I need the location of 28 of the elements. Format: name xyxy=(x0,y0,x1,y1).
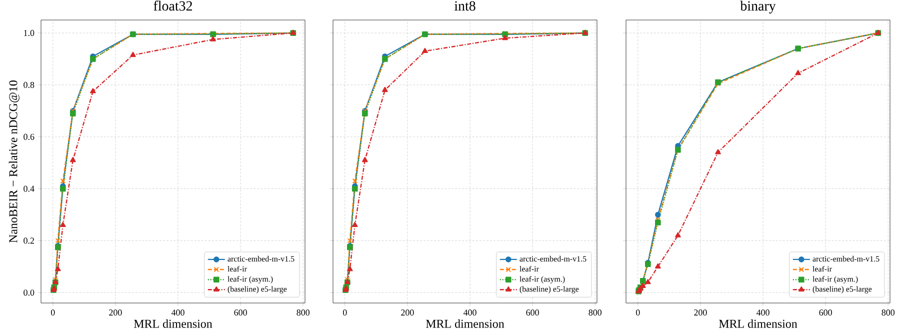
y-tick-label: 0.4 xyxy=(24,186,34,192)
x-tick-label: 600 xyxy=(819,310,832,316)
y-tick-label: 0.2 xyxy=(24,238,34,244)
chart-title: float32 xyxy=(154,0,192,11)
x-tick-label: 400 xyxy=(463,310,476,316)
y-tick-label: 1.0 xyxy=(24,30,34,36)
x-axis-title: MRL dimension xyxy=(134,319,212,328)
x-tick-label: 0 xyxy=(342,310,347,316)
y-axis-title: NanoBEIR − Relative nDCG@10 xyxy=(8,80,20,243)
x-tick-label: 400 xyxy=(171,310,184,316)
x-tick-label: 800 xyxy=(588,310,602,316)
y-tick-label: 0.6 xyxy=(24,134,34,140)
y-tick-label: 0.8 xyxy=(24,82,34,88)
x-tick-label: 800 xyxy=(296,310,310,316)
x-tick-label: 200 xyxy=(694,310,707,316)
y-tick-label: 0.0 xyxy=(24,290,34,296)
chart-title: binary xyxy=(740,0,776,14)
chart-title: int8 xyxy=(454,1,476,11)
x-axis-title: MRL dimension xyxy=(719,319,798,328)
x-tick-label: 400 xyxy=(756,310,770,316)
x-tick-label: 200 xyxy=(109,310,122,316)
x-tick-label: 800 xyxy=(882,310,895,316)
x-axis-title: MRL dimension xyxy=(426,319,504,328)
x-tick-label: 0 xyxy=(50,310,55,316)
x-tick-label: 600 xyxy=(526,310,539,316)
x-tick-label: 200 xyxy=(401,310,414,316)
x-tick-label: 600 xyxy=(234,310,247,316)
x-tick-label: 0 xyxy=(636,310,640,316)
